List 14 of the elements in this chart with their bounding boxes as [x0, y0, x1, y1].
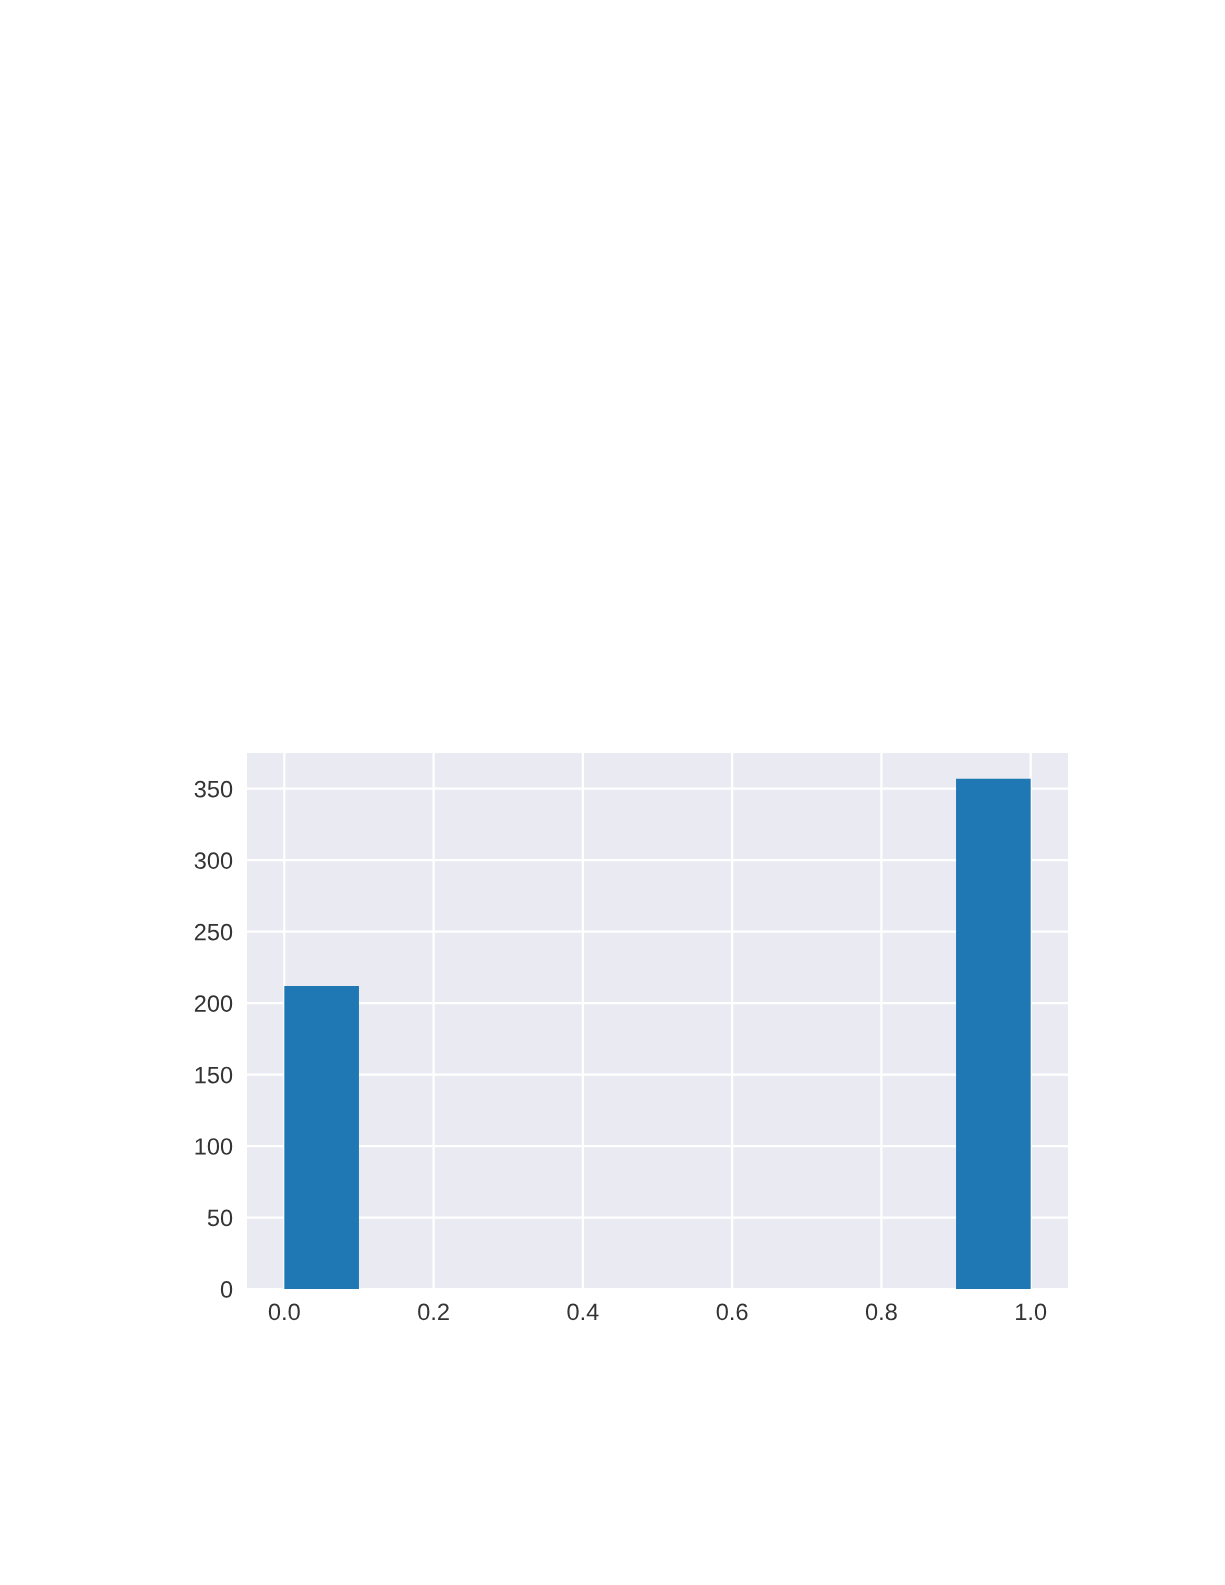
x-tick-label: 0.2 — [418, 1303, 449, 1321]
x-tick-label: 0.0 — [268, 1303, 300, 1321]
x-tick-label: 0.6 — [716, 1303, 748, 1321]
y-tick-label: 300 — [194, 852, 233, 869]
y-tick-label: 100 — [195, 1138, 233, 1155]
y-tick-label: 150 — [195, 1066, 233, 1084]
y-tick-label: 200 — [194, 995, 233, 1012]
y-tick-label: 250 — [194, 923, 233, 941]
x-tick-label: 1.0 — [1016, 1303, 1047, 1321]
y-tick-label: 50 — [207, 1209, 233, 1227]
x-tick-label: 0.4 — [567, 1303, 599, 1321]
y-tick-label: 0 — [220, 1281, 233, 1298]
y-tick-label: 350 — [194, 780, 233, 798]
x-tick-label: 0.8 — [865, 1303, 897, 1321]
